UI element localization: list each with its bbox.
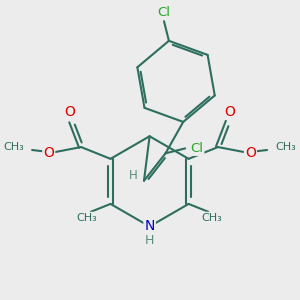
Text: O: O — [43, 146, 54, 160]
Text: CH₃: CH₃ — [76, 213, 98, 223]
Text: O: O — [224, 105, 235, 119]
Text: O: O — [64, 105, 75, 119]
Text: CH₃: CH₃ — [4, 142, 24, 152]
Text: CH₃: CH₃ — [202, 213, 223, 223]
Text: H: H — [145, 234, 154, 247]
Text: Cl: Cl — [158, 6, 170, 19]
Text: Cl: Cl — [190, 142, 203, 155]
Text: O: O — [245, 146, 256, 160]
Text: H: H — [129, 169, 138, 182]
Text: CH₃: CH₃ — [275, 142, 296, 152]
Text: N: N — [144, 220, 155, 233]
